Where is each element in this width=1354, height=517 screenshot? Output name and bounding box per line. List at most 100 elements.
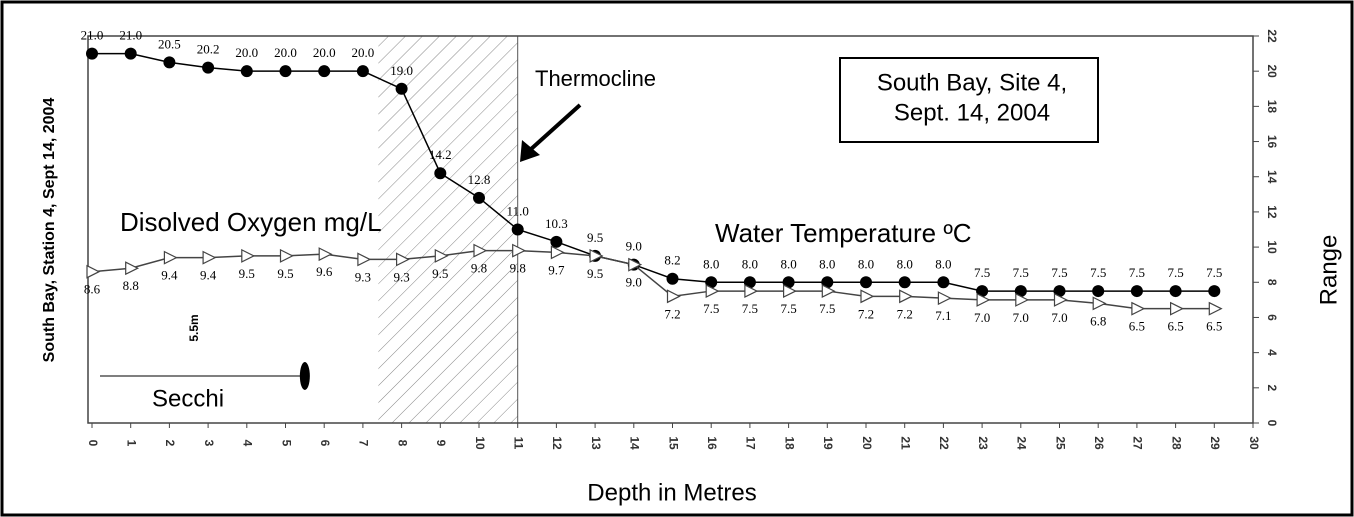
x-tick-label: 1 (125, 440, 139, 447)
value-label: 7.2 (897, 306, 913, 321)
value-label: 9.5 (432, 266, 448, 281)
marker (124, 47, 137, 60)
marker (511, 223, 524, 236)
marker (666, 272, 679, 285)
value-label: 19.0 (390, 63, 413, 78)
x-tick-label: 28 (1169, 436, 1183, 450)
annotation: South Bay, Site 4, (877, 69, 1067, 96)
value-label: 7.5 (742, 301, 758, 316)
marker (86, 264, 101, 279)
marker (357, 252, 372, 267)
y-tick-label: 16 (1265, 135, 1279, 149)
y-tick-label: 22 (1265, 29, 1279, 43)
marker (821, 284, 836, 299)
series-line (91, 249, 1215, 310)
value-label: 11.0 (507, 203, 529, 218)
value-label: 8.0 (819, 256, 835, 271)
value-label: 6.5 (1129, 319, 1145, 334)
value-label: 20.0 (274, 45, 297, 60)
x-tick-label: 8 (395, 440, 409, 447)
marker (782, 276, 795, 289)
value-label: 8.0 (858, 256, 874, 271)
x-tick-label: 5 (279, 440, 293, 447)
marker (744, 284, 759, 299)
marker (356, 65, 369, 78)
marker (1014, 285, 1027, 298)
value-label: 8.0 (742, 256, 758, 271)
x-tick-label: 21 (899, 436, 913, 450)
marker (550, 245, 565, 260)
marker (318, 65, 331, 78)
x-tick-label: 0 (86, 440, 100, 447)
annotation-box (839, 57, 1099, 143)
x-tick-label: 7 (357, 440, 371, 447)
marker (1053, 285, 1066, 298)
value-label: 7.5 (780, 301, 796, 316)
x-tick-label: 9 (434, 440, 448, 447)
marker (1208, 285, 1221, 298)
value-label: 7.5 (1090, 265, 1106, 280)
y-tick-label: 8 (1265, 279, 1279, 286)
secchi-depth-label: 5.5m (187, 314, 201, 341)
value-label: 9.3 (355, 269, 371, 284)
value-label: 8.6 (84, 282, 101, 297)
x-tick-label: 23 (976, 436, 990, 450)
marker (473, 191, 485, 204)
value-label: 7.5 (703, 301, 719, 316)
value-label: 9.8 (510, 261, 526, 276)
y-tick-label: 4 (1265, 349, 1279, 356)
marker (937, 291, 952, 306)
value-label: 9.0 (626, 275, 642, 290)
value-label: 6.8 (1090, 313, 1106, 328)
value-label: 7.5 (819, 301, 835, 316)
value-label: 8.0 (897, 256, 913, 271)
marker (241, 248, 256, 263)
marker (512, 243, 527, 258)
marker (395, 82, 408, 95)
x-tick-label: 10 (473, 436, 487, 450)
marker (860, 289, 875, 304)
marker (202, 250, 217, 265)
marker (705, 276, 718, 289)
series-label: Disolved Oxygen mg/L (120, 207, 382, 237)
marker (1015, 292, 1030, 307)
value-label: 7.5 (1129, 265, 1145, 280)
x-tick-label: 4 (241, 440, 255, 447)
marker (434, 167, 447, 180)
marker (550, 235, 563, 248)
value-label: 9.5 (587, 230, 603, 245)
value-label: 7.0 (1013, 310, 1029, 325)
value-label: 7.5 (1013, 265, 1029, 280)
marker (163, 56, 176, 69)
y-tick-label: 0 (1265, 420, 1279, 427)
marker (318, 247, 333, 262)
marker (783, 284, 797, 299)
value-label: 8.0 (935, 256, 951, 271)
marker (86, 47, 98, 60)
plot-area (87, 35, 1254, 424)
marker (1092, 285, 1105, 298)
marker (976, 292, 991, 307)
value-label: 9.4 (200, 268, 217, 283)
x-tick-label: 24 (1015, 436, 1029, 450)
x-tick-label: 14 (628, 436, 642, 450)
y2-axis-label: Range (1315, 235, 1342, 306)
x-tick-label: 25 (1053, 436, 1067, 450)
value-label: 8.0 (780, 256, 796, 271)
marker (860, 276, 872, 289)
marker (937, 276, 950, 289)
value-label: 21.0 (81, 28, 104, 43)
y-tick-label: 20 (1265, 65, 1279, 79)
value-label: 9.6 (316, 264, 333, 279)
marker (202, 61, 215, 74)
x-tick-label: 27 (1131, 436, 1145, 450)
marker (473, 243, 488, 258)
x-tick-label: 30 (1247, 436, 1261, 450)
value-label: 7.5 (1167, 265, 1183, 280)
x-tick-label: 19 (821, 436, 835, 450)
value-label: 6.5 (1206, 319, 1222, 334)
y-axis-label: South Bay, Station 4, Sept 14, 2004 (41, 98, 58, 363)
x-tick-label: 12 (550, 436, 564, 450)
value-label: 10.3 (545, 216, 568, 231)
value-label: 20.0 (235, 45, 258, 60)
